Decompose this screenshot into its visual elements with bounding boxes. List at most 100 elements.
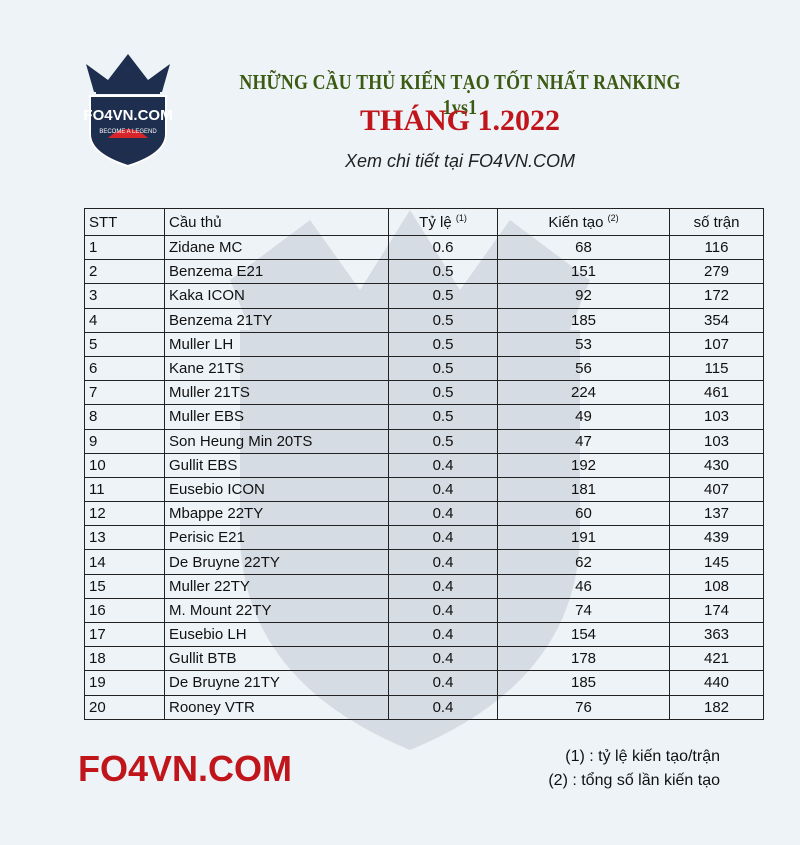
cell: 0.4: [388, 646, 498, 672]
cell: 137: [669, 501, 764, 527]
footer-brand: FO4VN.COM: [78, 748, 293, 789]
table-row: 5 Muller LH 0.5 53 107: [84, 331, 764, 357]
cell: 1: [84, 234, 165, 261]
column-header: STT: [84, 208, 165, 236]
cell: 0.5: [388, 259, 498, 285]
cell: 182: [669, 694, 764, 720]
subtitle: Xem chi tiết tại FO4VN.COM: [344, 151, 576, 171]
cell: Muller 22TY: [164, 573, 389, 599]
cell: 181: [497, 476, 670, 503]
cell: 46: [497, 573, 670, 599]
table-row: 15 Muller 22TY 0.4 46 108: [84, 573, 764, 599]
cell: 56: [497, 355, 670, 382]
title: NHỮNG CẦU THỦ KIẾN TẠO TỐT NHẤT RANKING …: [239, 70, 681, 119]
cell: Muller 21TS: [164, 380, 389, 406]
cell: 461: [669, 380, 764, 406]
cell: De Bruyne 22TY: [164, 549, 389, 575]
header-label: Kiến tạo: [548, 214, 604, 231]
table-row: 6 Kane 21TS 0.5 56 115: [84, 355, 764, 382]
header-note: (1): [455, 213, 467, 223]
cell: 185: [497, 670, 670, 696]
cell: 0.5: [388, 380, 498, 406]
table-row: 14 De Bruyne 22TY 0.4 62 145: [84, 549, 764, 575]
footnote: (1) : tỷ lệ kiến tạo/trận: [565, 748, 720, 765]
logo-tagline: BECOME A LEGEND: [99, 129, 157, 135]
cell: Kaka ICON: [164, 283, 389, 309]
cell: 76: [497, 694, 670, 720]
cell: 74: [497, 597, 670, 624]
cell: 17: [84, 621, 165, 648]
cell: 224: [497, 380, 670, 406]
cell: 103: [669, 428, 764, 454]
cell: 107: [669, 331, 764, 357]
cell: 191: [497, 525, 670, 551]
table-row: 2 Benzema E21 0.5 151 279: [84, 259, 764, 285]
cell: 6: [84, 355, 165, 382]
cell: 47: [497, 428, 670, 454]
cell: 421: [669, 646, 764, 672]
column-header: Tỷ lệ (1): [388, 208, 498, 236]
cell: 440: [669, 670, 764, 696]
cell: 11: [84, 476, 165, 503]
ranking-table: STT Cầu thủ Tỷ lệ (1) Kiến tạo (2) số trận 1 Z…: [84, 208, 764, 720]
cell: 62: [497, 549, 670, 575]
cell: 154: [497, 621, 670, 648]
column-header: số trận: [669, 208, 764, 236]
header-label: Tỷ lệ: [419, 214, 452, 231]
table-row: 10 Gullit EBS 0.4 192 430: [84, 452, 764, 478]
table-row: 17 Eusebio LH 0.4 154 363: [84, 621, 764, 648]
cell: 92: [497, 283, 670, 309]
cell: 60: [497, 501, 670, 527]
cell: 20: [84, 694, 165, 720]
cell: 19: [84, 670, 165, 696]
cell: Benzema E21: [164, 259, 389, 285]
cell: 8: [84, 404, 165, 430]
cell: 407: [669, 476, 764, 503]
cell: 15: [84, 573, 165, 599]
cell: 192: [497, 452, 670, 478]
cell: 14: [84, 549, 165, 575]
cell: 0.4: [388, 621, 498, 648]
cell: 0.5: [388, 307, 498, 333]
cell: 0.4: [388, 597, 498, 624]
table-row: 11 Eusebio ICON 0.4 181 407: [84, 476, 764, 503]
cell: 185: [497, 307, 670, 333]
cell: 16: [84, 597, 165, 624]
cell: Perisic E21: [164, 525, 389, 551]
cell: 0.5: [388, 331, 498, 357]
cell: Eusebio LH: [164, 621, 389, 648]
cell: 0.4: [388, 670, 498, 696]
cell: 2: [84, 259, 165, 285]
cell: 116: [669, 234, 764, 261]
cell: De Bruyne 21TY: [164, 670, 389, 696]
cell: 18: [84, 646, 165, 672]
cell: 115: [669, 355, 764, 382]
logo-brand: FO4VN.COM: [83, 107, 172, 124]
cell: Muller LH: [164, 331, 389, 357]
cell: 0.5: [388, 404, 498, 430]
header-note: (2): [607, 213, 619, 223]
footnote: (2) : tổng số lần kiến tạo: [548, 772, 720, 789]
cell: Benzema 21TY: [164, 307, 389, 333]
cell: 0.6: [388, 234, 498, 261]
table-row: 9 Son Heung Min 20TS 0.5 47 103: [84, 428, 764, 454]
cell: 172: [669, 283, 764, 309]
cell: 68: [497, 234, 670, 261]
cell: Gullit BTB: [164, 646, 389, 672]
cell: 49: [497, 404, 670, 430]
cell: 53: [497, 331, 670, 357]
table-row: 7 Muller 21TS 0.5 224 461: [84, 380, 764, 406]
table-row: 1 Zidane MC 0.6 68 116: [84, 234, 764, 261]
month: THÁNG 1.2022: [359, 104, 560, 137]
cell: 9: [84, 428, 165, 454]
cell: 354: [669, 307, 764, 333]
cell: 0.4: [388, 694, 498, 720]
cell: Gullit EBS: [164, 452, 389, 478]
table-row: 8 Muller EBS 0.5 49 103: [84, 404, 764, 430]
header-label: STT: [89, 213, 118, 231]
table-row: 4 Benzema 21TY 0.5 185 354: [84, 307, 764, 333]
cell: 7: [84, 380, 165, 406]
cell: Zidane MC: [164, 234, 389, 261]
cell: 13: [84, 525, 165, 551]
